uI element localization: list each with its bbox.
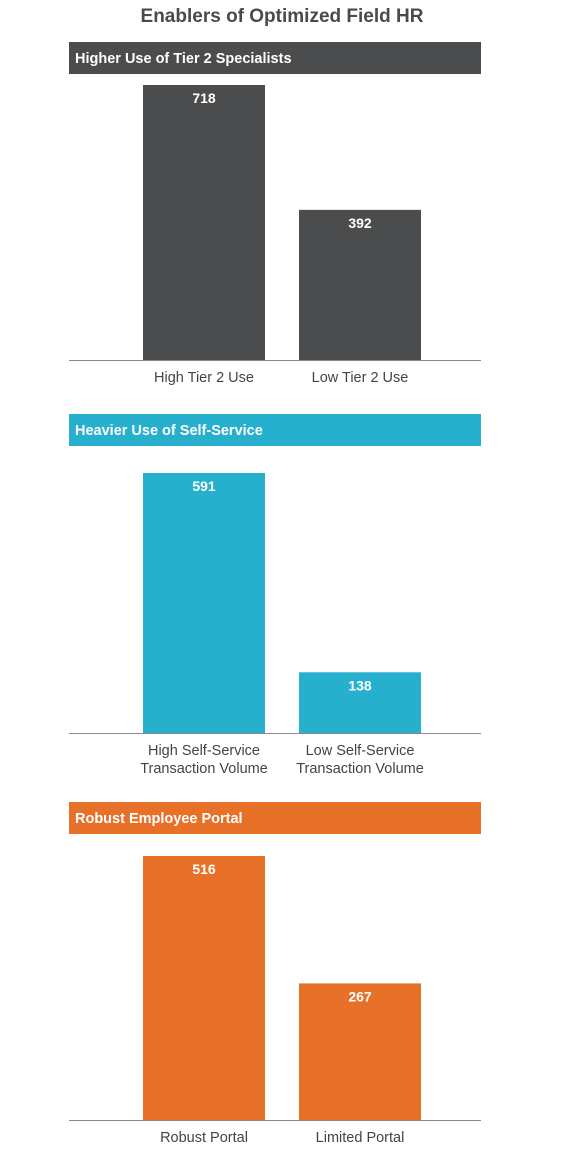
panel-1-category-label-1-line-1: High Tier 2 Use: [154, 370, 254, 386]
panel-3-bar-1: [143, 856, 265, 1120]
panel-3-banner: [69, 802, 481, 834]
panel-2-banner: [69, 414, 481, 446]
panel-2-category-label-2-line-2: Transaction Volume: [296, 761, 424, 777]
panel-3-bar-2: [299, 983, 421, 1120]
panel-1-bar-1: [143, 85, 265, 360]
panel-2-bar-2: [299, 672, 421, 733]
panel-3-title: Robust Employee Portal: [75, 811, 243, 827]
panel-1-banner: [69, 42, 481, 74]
panel-1-title: Higher Use of Tier 2 Specialists: [75, 51, 292, 67]
panel-2-category-label-1-line-2: Transaction Volume: [140, 761, 268, 777]
page-title: Enablers of Optimized Field HR: [140, 6, 424, 27]
panel-3-category-label-2-line-1: Limited Portal: [316, 1130, 405, 1146]
panel-1-category-label-2-line-1: Low Tier 2 Use: [312, 370, 409, 386]
panel-1-bar-2: [299, 209, 421, 360]
panel-3-bar-label-2: 267: [348, 988, 372, 1004]
panel-3-category-label-1-line-1: Robust Portal: [160, 1130, 248, 1146]
panel-3-bar-label-1: 516: [192, 861, 216, 877]
panel-2-bar-label-1: 591: [192, 478, 216, 494]
panel-2-category-label-2-line-1: Low Self-Service: [306, 743, 415, 759]
panel-1-bar-label-2: 392: [348, 215, 372, 231]
panel-1-bar-label-1: 718: [192, 90, 216, 106]
panel-2-bar-1: [143, 473, 265, 733]
panel-2-title: Heavier Use of Self-Service: [75, 423, 263, 439]
panel-2-bar-label-2: 138: [348, 677, 372, 693]
panel-2-category-label-1-line-1: High Self-Service: [148, 743, 260, 759]
